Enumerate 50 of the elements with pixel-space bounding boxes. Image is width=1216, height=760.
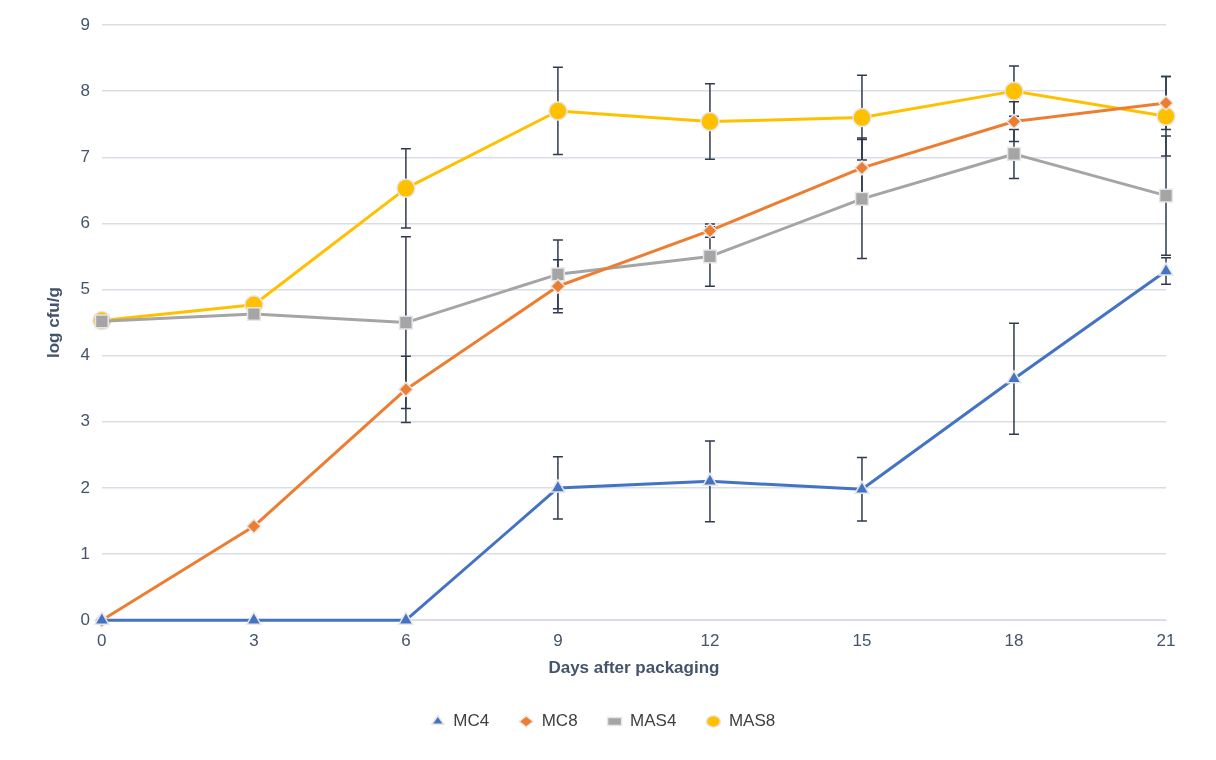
point xyxy=(246,518,262,535)
point xyxy=(854,191,870,207)
x-tick-label: 21 xyxy=(1156,631,1176,651)
point xyxy=(852,107,872,128)
point xyxy=(246,611,262,625)
point xyxy=(398,611,414,625)
x-tick-label: 9 xyxy=(553,631,563,651)
y-tick-label: 9 xyxy=(80,14,90,34)
point xyxy=(1004,81,1024,101)
y-tick-label: 1 xyxy=(80,543,90,563)
point xyxy=(700,111,720,132)
point xyxy=(702,472,718,487)
point xyxy=(548,101,568,121)
y-tick-label: 7 xyxy=(80,146,90,166)
point xyxy=(398,381,414,398)
y-tick-label: 5 xyxy=(80,279,90,299)
point xyxy=(1158,262,1174,276)
point xyxy=(854,480,870,495)
y-tick-label: 8 xyxy=(80,80,90,100)
point xyxy=(702,249,718,264)
legend-label: MC4 xyxy=(453,711,490,731)
y-tick-label: 2 xyxy=(80,477,90,497)
legend-label: MC8 xyxy=(541,711,578,731)
point xyxy=(1158,95,1174,111)
legend-label: MAS8 xyxy=(728,711,776,731)
legend-label: MAS4 xyxy=(630,711,677,731)
point xyxy=(1156,106,1176,127)
y-tick-label: 3 xyxy=(80,411,90,431)
y-tick-label: 6 xyxy=(80,213,90,233)
y-tick-label: 0 xyxy=(80,609,90,629)
point xyxy=(398,315,414,330)
x-tick-label: 12 xyxy=(700,631,720,651)
y-axis-title: log cfu/g xyxy=(43,287,63,359)
x-tick-label: 3 xyxy=(249,631,259,651)
point xyxy=(854,160,870,176)
point xyxy=(1006,113,1022,130)
x-tick-label: 15 xyxy=(852,631,872,651)
point xyxy=(1158,188,1174,203)
y-tick-label: 4 xyxy=(80,345,90,365)
point xyxy=(1006,370,1022,384)
point xyxy=(246,306,261,322)
point xyxy=(550,278,566,294)
x-axis-title: Days after packaging xyxy=(548,658,720,678)
point xyxy=(550,267,566,282)
point xyxy=(1006,146,1022,162)
x-tick-label: 0 xyxy=(97,631,107,651)
point xyxy=(550,479,566,493)
x-tick-label: 6 xyxy=(401,631,411,651)
point xyxy=(396,178,416,199)
x-tick-label: 18 xyxy=(1004,631,1024,651)
